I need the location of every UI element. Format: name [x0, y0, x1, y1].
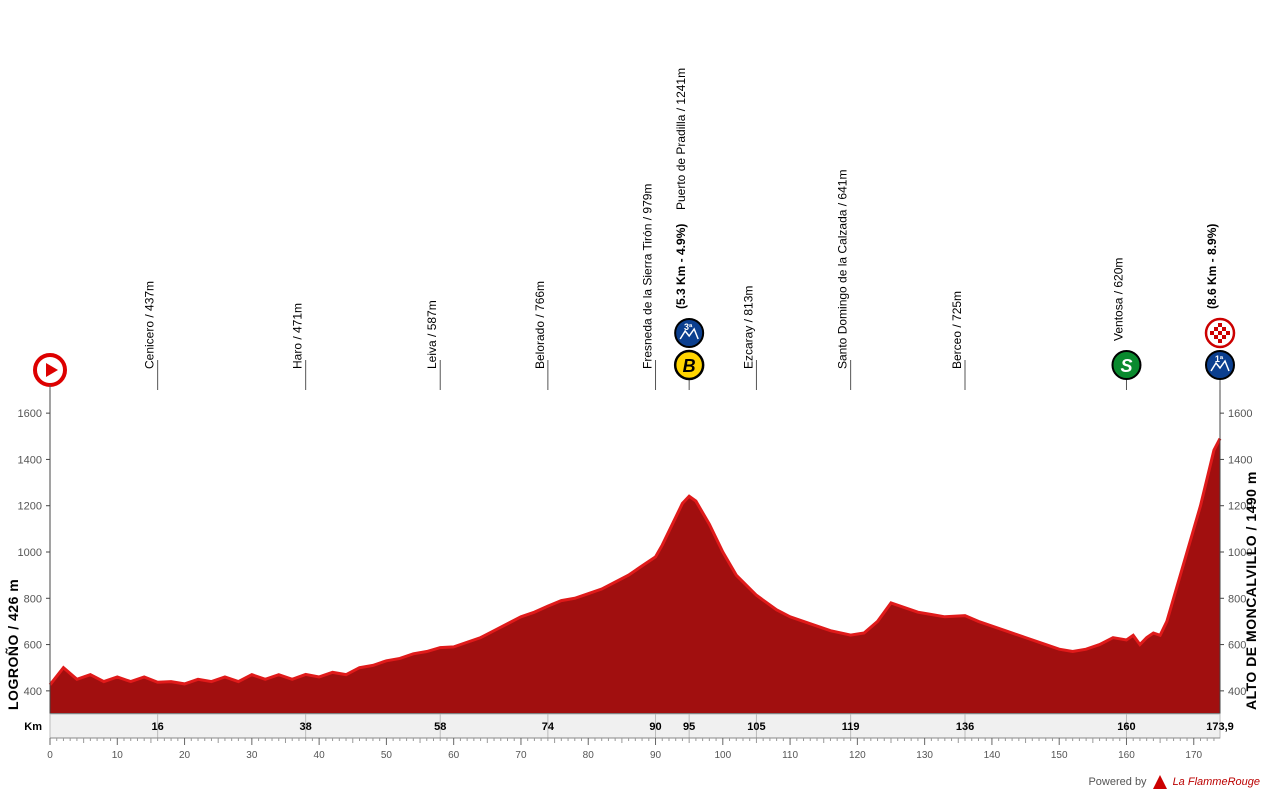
km-minor-label: 100: [714, 750, 731, 761]
km-minor-label: 170: [1185, 750, 1202, 761]
km-major-label: 119: [842, 721, 860, 733]
km-minor-label: 80: [583, 750, 595, 761]
elev-tick-right: 1600: [1228, 408, 1252, 420]
svg-text:Santo Domingo de la Calzada /: Santo Domingo de la Calzada / 641m: [836, 170, 850, 369]
finish-icon: [1206, 319, 1234, 347]
svg-text:Ezcaray / 813m: Ezcaray / 813m: [741, 286, 755, 369]
km-major-label: 173,9: [1206, 721, 1234, 733]
km-minor-label: 30: [246, 750, 258, 761]
km-major-label: 105: [747, 721, 765, 733]
elev-tick-left: 1000: [18, 547, 42, 559]
elevation-profile: [50, 439, 1220, 714]
cat1-icon: 1ª: [1206, 351, 1234, 379]
km-minor-label: 90: [650, 750, 662, 761]
svg-text:LOGROÑO / 426 m: LOGROÑO / 426 m: [4, 579, 21, 710]
elev-tick-left: 1400: [18, 454, 42, 466]
brand-label: La FlammeRouge: [1173, 776, 1260, 788]
sprint-icon: S: [1112, 351, 1140, 379]
km-major-label: 58: [434, 721, 446, 733]
waypoint-label: Belorado / 766m: [533, 281, 547, 369]
powered-by-label: Powered by: [1088, 776, 1146, 788]
finish-label: ALTO DE MONCALVILLO / 1490 m: [1243, 471, 1259, 710]
waypoint-label: Ventosa / 620m: [1111, 258, 1125, 341]
elev-tick-right: 1400: [1228, 454, 1252, 466]
svg-text:Berceo / 725m: Berceo / 725m: [950, 291, 964, 369]
km-minor-label: 60: [448, 750, 460, 761]
svg-text:Haro / 471m: Haro / 471m: [291, 303, 305, 369]
bonus-icon: B: [675, 351, 703, 379]
svg-text:Leiva / 587m: Leiva / 587m: [425, 300, 439, 369]
km-minor-label: 10: [112, 750, 124, 761]
svg-text:1ª: 1ª: [1215, 354, 1224, 364]
km-band: [50, 714, 1220, 738]
waypoint-label: Cenicero / 437m: [143, 281, 157, 369]
km-major-label: 38: [300, 721, 312, 733]
svg-text:(8.6 Km - 8.9%): (8.6 Km - 8.9%): [1205, 224, 1219, 309]
svg-text:ALTO DE MONCALVILLO / 1490 m: ALTO DE MONCALVILLO / 1490 m: [1243, 471, 1259, 710]
waypoint-label: (5.3 Km - 4.9%) Puerto de Pradilla / 1241…: [674, 68, 688, 309]
km-minor-label: 40: [314, 750, 326, 761]
elev-tick-left: 800: [24, 593, 42, 605]
km-major-label: 74: [542, 721, 555, 733]
elev-tick-left: 1200: [18, 501, 42, 513]
km-minor-label: 130: [916, 750, 933, 761]
km-band-label: Km: [24, 721, 42, 733]
svg-text:Belorado / 766m: Belorado / 766m: [533, 281, 547, 369]
km-major-label: 16: [152, 721, 164, 733]
waypoint-label: Santo Domingo de la Calzada / 641m: [836, 170, 850, 369]
waypoint-label: (8.6 Km - 8.9%): [1205, 224, 1219, 309]
elev-tick-left: 1600: [18, 408, 42, 420]
waypoint-label: Ezcaray / 813m: [741, 286, 755, 369]
elev-tick-left: 400: [24, 686, 42, 698]
svg-text:(5.3 Km - 4.9%): (5.3 Km - 4.9%): [674, 224, 688, 309]
svg-text:Puerto de Pradilla / 1241m: Puerto de Pradilla / 1241m: [674, 68, 688, 210]
svg-text:B: B: [683, 356, 696, 376]
km-minor-label: 70: [515, 750, 527, 761]
flamme-icon: [1153, 775, 1167, 789]
km-minor-label: 140: [984, 750, 1001, 761]
elev-tick-left: 600: [24, 640, 42, 652]
km-major-label: 136: [956, 721, 974, 733]
km-minor-label: 0: [47, 750, 53, 761]
km-major-label: 95: [683, 721, 695, 733]
km-minor-label: 50: [381, 750, 393, 761]
km-minor-label: 150: [1051, 750, 1068, 761]
waypoint-label: Berceo / 725m: [950, 291, 964, 369]
km-major-label: 160: [1117, 721, 1135, 733]
svg-text:Ventosa / 620m: Ventosa / 620m: [1111, 258, 1125, 341]
km-minor-label: 20: [179, 750, 191, 761]
waypoint-label: Haro / 471m: [291, 303, 305, 369]
start-icon: [35, 355, 65, 385]
svg-text:Cenicero / 437m: Cenicero / 437m: [143, 281, 157, 369]
footer: Powered by La FlammeRouge: [1088, 775, 1260, 789]
cat3-icon: 3ª: [675, 319, 703, 347]
start-label: LOGROÑO / 426 m: [4, 579, 21, 710]
svg-text:S: S: [1120, 356, 1132, 376]
waypoint-label: Fresneda de la Sierra Tirón / 979m: [641, 184, 655, 369]
waypoint-label: Leiva / 587m: [425, 300, 439, 369]
km-major-label: 90: [649, 721, 661, 733]
km-minor-label: 110: [782, 750, 798, 761]
svg-text:Fresneda de la Sierra Tirón /: Fresneda de la Sierra Tirón / 979m: [641, 184, 655, 369]
km-minor-label: 120: [849, 750, 866, 761]
svg-text:3ª: 3ª: [684, 322, 693, 332]
km-minor-label: 160: [1118, 750, 1135, 761]
